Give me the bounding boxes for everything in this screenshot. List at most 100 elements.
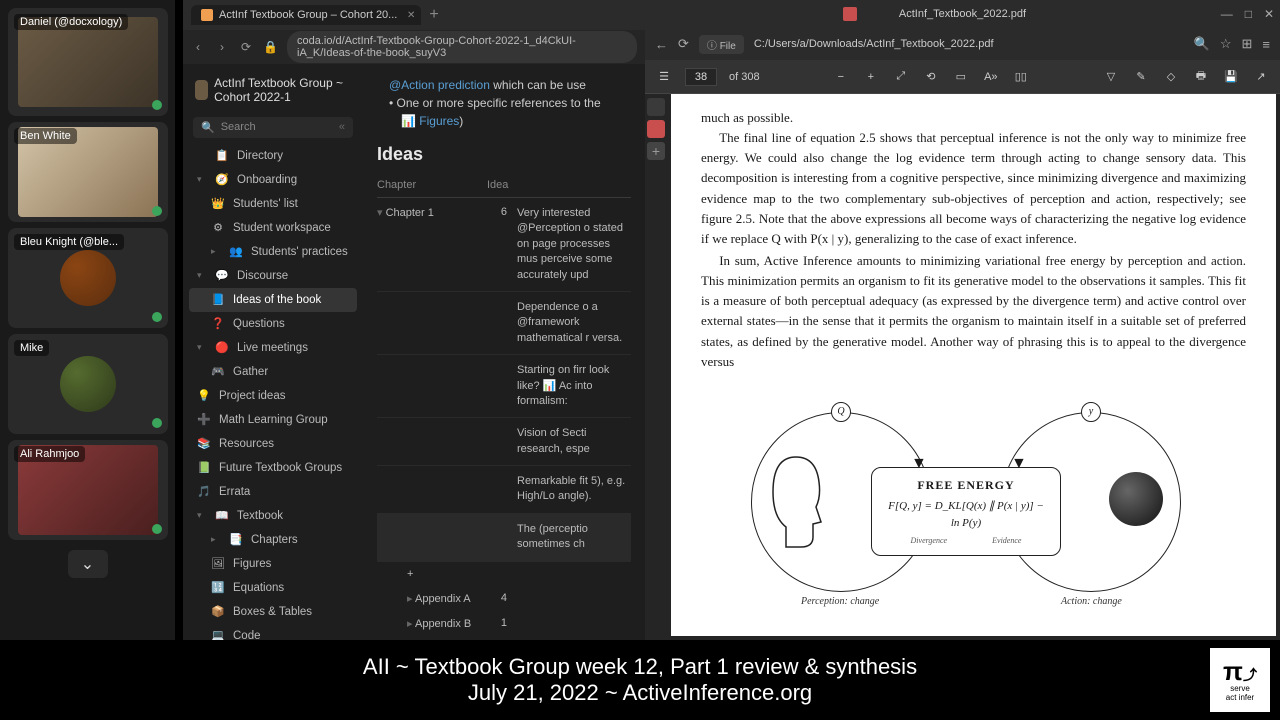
video-tile[interactable]: Daniel (@docxology)	[8, 8, 168, 116]
nav-live-meetings[interactable]: ▾🔴Live meetings	[189, 336, 357, 360]
arrow-icon: ▼	[1011, 452, 1027, 477]
caption-line1: AII ~ Textbook Group week 12, Part 1 rev…	[363, 654, 917, 680]
reload-icon[interactable]: ⟳	[239, 40, 253, 54]
nav-directory[interactable]: 📋Directory	[189, 144, 357, 168]
table-row[interactable]: The (perceptio sometimes ch	[377, 514, 631, 562]
table-row[interactable]: +	[377, 562, 631, 586]
browser-tab[interactable]: ActInf Textbook Group – Cohort 20... ✕	[191, 5, 421, 25]
avatar	[60, 356, 116, 412]
status-dot	[152, 312, 162, 322]
table-row[interactable]: ▾ Chapter 1 6 Very interested @Perceptio…	[377, 198, 631, 292]
head-icon	[761, 452, 831, 552]
nav-equations[interactable]: 🔢Equations	[189, 576, 357, 600]
two-page-icon[interactable]: ▯▯	[1012, 70, 1030, 83]
highlight-icon[interactable]: ▽	[1102, 70, 1120, 83]
page-total: of 308	[729, 71, 760, 83]
video-tile[interactable]: Ali Rahmjoo	[8, 440, 168, 540]
search-icon[interactable]: 🔍	[1194, 36, 1210, 52]
pdf-url-bar: ← ⟳ ⓘ File C:/Users/a/Downloads/ActInf_T…	[645, 28, 1280, 60]
nav-ideas-of-book[interactable]: 📘Ideas of the book	[189, 288, 357, 312]
action-link[interactable]: @Action prediction	[389, 78, 490, 92]
video-tile[interactable]: Mike	[8, 334, 168, 434]
app-body: ActInf Textbook Group ~ Cohort 2022-1 🔍 …	[183, 64, 645, 640]
forward-icon[interactable]: ›	[215, 40, 229, 54]
sidebar-toggle-icon[interactable]: ☰	[655, 70, 673, 83]
fig-y-node: y	[1081, 402, 1101, 422]
table-row[interactable]: ▸ Appendix A4	[377, 586, 631, 611]
nav-future-groups[interactable]: 📗Future Textbook Groups	[189, 456, 357, 480]
zoom-in-icon[interactable]: +	[862, 71, 880, 83]
favicon	[201, 9, 213, 21]
evidence-label: Evidence	[992, 535, 1021, 547]
nav-resources[interactable]: 📚Resources	[189, 432, 357, 456]
nav-code[interactable]: 💻Code	[189, 624, 357, 640]
content-line: @Action prediction which can be use	[389, 78, 631, 92]
collapse-icon[interactable]: «	[339, 121, 345, 133]
nav-gather[interactable]: 🎮Gather	[189, 360, 357, 384]
close-icon[interactable]: ✕	[1264, 7, 1274, 21]
figures-link[interactable]: Figures	[419, 114, 459, 128]
rotate-icon[interactable]: ⟲	[922, 70, 940, 83]
fit-icon[interactable]: ⤢	[892, 70, 910, 83]
side-tab[interactable]	[647, 120, 665, 138]
pdf-toolbar: ☰ of 308 − + ⤢ ⟲ ▭ A» ▯▯ ▽ ✎ ◇ 🖶 💾 ↗	[645, 60, 1280, 94]
side-tab[interactable]	[647, 98, 665, 116]
nav-students-practices[interactable]: ▸👥Students' practices	[189, 240, 357, 264]
nav-discourse[interactable]: ▾💬Discourse	[189, 264, 357, 288]
minimize-icon[interactable]: —	[1221, 7, 1233, 21]
nav-boxes-tables[interactable]: 📦Boxes & Tables	[189, 600, 357, 624]
url-input[interactable]: coda.io/d/ActInf-Textbook-Group-Cohort-2…	[287, 31, 637, 63]
collapse-button[interactable]: ⌄	[68, 550, 108, 578]
nav-chapters[interactable]: ▸📑Chapters	[189, 528, 357, 552]
back-icon[interactable]: ←	[655, 37, 668, 52]
back-icon[interactable]: ‹	[191, 40, 205, 54]
save-icon[interactable]: 💾	[1222, 70, 1240, 83]
pdf-path[interactable]: C:/Users/a/Downloads/ActInf_Textbook_202…	[754, 38, 1184, 50]
nav-errata[interactable]: 🎵Errata	[189, 480, 357, 504]
participant-name: Ali Rahmjoo	[14, 446, 85, 462]
nav-project-ideas[interactable]: 💡Project ideas	[189, 384, 357, 408]
nav-onboarding[interactable]: ▾🧭Onboarding	[189, 168, 357, 192]
table-row[interactable]: Remarkable fit 5), e.g. High/Lo angle).	[377, 466, 631, 514]
table-row[interactable]: Vision of Secti research, espe	[377, 418, 631, 466]
more-icon[interactable]: ↗	[1252, 70, 1270, 83]
table-row[interactable]: ▸ Appendix B1	[377, 611, 631, 636]
menu-icon[interactable]: ≡	[1262, 37, 1270, 52]
arrow-icon: ▼	[911, 452, 927, 477]
fig-q-node: Q	[831, 402, 851, 422]
search-box[interactable]: 🔍 Search «	[193, 117, 353, 138]
table-row[interactable]: Dependence o a @framework mathematical r…	[377, 292, 631, 355]
pdf-text: much as possible.	[701, 108, 1246, 128]
nav-textbook[interactable]: ▾📖Textbook	[189, 504, 357, 528]
nav-students-list[interactable]: 👑Students' list	[189, 192, 357, 216]
erase-icon[interactable]: ◇	[1162, 70, 1180, 83]
star-icon[interactable]: ☆	[1220, 36, 1232, 52]
nav-student-workspace[interactable]: ⚙Student workspace	[189, 216, 357, 240]
extension-icon[interactable]: ⊞	[1242, 36, 1253, 52]
print-icon[interactable]: 🖶	[1192, 67, 1210, 86]
draw-icon[interactable]: ✎	[1132, 70, 1150, 83]
avatar	[60, 250, 116, 306]
content-line: 📊 Figures)	[401, 114, 631, 128]
maximize-icon[interactable]: □	[1245, 7, 1252, 21]
org-logo: π⤴ serve act infer	[1210, 648, 1270, 712]
status-dot	[152, 206, 162, 216]
search-icon: 🔍	[201, 121, 215, 134]
participant-name: Ben White	[14, 128, 77, 144]
video-tile[interactable]: Bleu Knight (@ble...	[8, 228, 168, 328]
table-row[interactable]: Starting on firr look like? 📊 Ac into fo…	[377, 355, 631, 418]
close-icon[interactable]: ✕	[407, 10, 415, 21]
nav-math-learning[interactable]: ➕Math Learning Group	[189, 408, 357, 432]
read-aloud-icon[interactable]: A»	[982, 71, 1000, 83]
video-tile[interactable]: Ben White	[8, 122, 168, 222]
nav-figures[interactable]: 🖼Figures	[189, 552, 357, 576]
status-dot	[152, 100, 162, 110]
add-tab-icon[interactable]: +	[647, 142, 665, 160]
reload-icon[interactable]: ⟳	[678, 36, 689, 52]
nav-questions[interactable]: ❓Questions	[189, 312, 357, 336]
page-input[interactable]	[685, 68, 717, 86]
zoom-out-icon[interactable]: −	[832, 71, 850, 83]
page-view-icon[interactable]: ▭	[952, 70, 970, 83]
new-tab-button[interactable]: +	[429, 6, 438, 24]
workspace-title[interactable]: ActInf Textbook Group ~ Cohort 2022-1	[189, 72, 357, 109]
